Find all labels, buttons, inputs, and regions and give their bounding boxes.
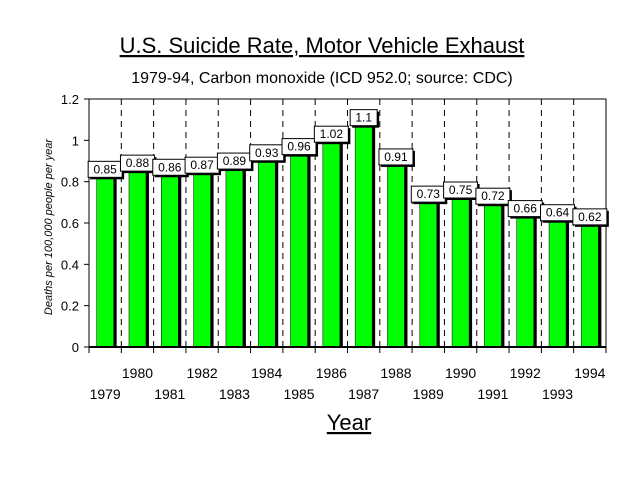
y-tick-labels: 0 0.2 0.4 0.6 0.8 1 1.2 <box>61 92 79 355</box>
x-tick-label: 1987 <box>348 386 379 402</box>
value-label-box <box>475 187 511 205</box>
value-label-box <box>572 208 608 226</box>
bar <box>225 162 244 348</box>
value-label: 0.62 <box>578 210 602 224</box>
chart-subtitle: 1979-94, Carbon monoxide (ICD 952.0; sou… <box>131 70 513 87</box>
x-tick-label: 1990 <box>445 365 476 381</box>
bar <box>322 135 341 348</box>
x-axis-label: Year <box>327 410 371 435</box>
x-tick-label: 1989 <box>413 386 444 402</box>
value-label: 0.64 <box>546 206 570 220</box>
bar <box>451 191 470 348</box>
value-label: 1.02 <box>320 127 344 141</box>
value-label-box <box>313 125 349 143</box>
y-tick-label: 0 <box>72 340 79 355</box>
value-label: 0.75 <box>449 183 473 197</box>
y-tick-label: 1 <box>72 133 79 148</box>
bar <box>548 214 567 348</box>
value-label: 0.73 <box>417 187 441 201</box>
bar <box>257 154 276 348</box>
y-tick-label: 0.2 <box>61 299 79 314</box>
value-labels: 0.85 0.88 0.86 0.87 0.89 0.93 0.96 1.02 1.1 0.91 0… <box>87 109 609 227</box>
value-label: 0.93 <box>255 146 279 160</box>
value-label: 1.1 <box>355 111 372 125</box>
bar <box>161 169 179 348</box>
value-label: 0.91 <box>384 150 408 164</box>
value-label: 0.86 <box>158 160 182 174</box>
bar <box>419 195 438 348</box>
value-label: 0.72 <box>481 189 505 203</box>
bars <box>96 116 602 348</box>
x-tick-label: 1991 <box>477 386 508 402</box>
x-tick-labels: 1979198019811982198319841985198619871988… <box>90 365 606 402</box>
y-tick-label: 0.4 <box>61 257 79 272</box>
bar <box>581 218 599 348</box>
x-tick-label: 1988 <box>380 365 411 381</box>
value-label-box <box>349 109 378 127</box>
y-tick-label: 1.2 <box>61 92 79 107</box>
value-label: 0.89 <box>223 154 247 168</box>
bar <box>193 166 211 348</box>
x-tick-label: 1984 <box>251 365 282 381</box>
x-tick-label: 1983 <box>219 386 250 402</box>
value-label: 0.88 <box>126 156 150 170</box>
grid-lines <box>120 99 575 347</box>
bar <box>387 158 405 348</box>
bar <box>128 164 147 348</box>
bar <box>96 171 114 348</box>
y-tick-label: 0.6 <box>61 216 79 231</box>
x-tick-label: 1981 <box>154 386 185 402</box>
value-label: 0.96 <box>287 140 311 154</box>
value-label-box <box>378 148 414 166</box>
value-label: 0.87 <box>190 158 214 172</box>
x-tick-label: 1986 <box>316 365 347 381</box>
x-tick-label: 1992 <box>510 365 541 381</box>
value-label-box <box>281 138 317 156</box>
bar <box>516 210 534 348</box>
bar <box>484 197 502 348</box>
value-label: 0.85 <box>93 162 117 176</box>
x-tick-label: 1994 <box>574 365 605 381</box>
x-tick-label: 1979 <box>90 386 121 402</box>
bar <box>354 119 373 348</box>
x-tick-label: 1982 <box>187 365 218 381</box>
bar <box>290 148 308 348</box>
y-tick-label: 0.8 <box>61 175 79 190</box>
chart-title: U.S. Suicide Rate, Motor Vehicle Exhaust <box>120 33 525 58</box>
value-label: 0.66 <box>514 202 538 216</box>
x-tick-label: 1980 <box>122 365 153 381</box>
y-axis-label: Deaths per 100,000 people per year <box>43 138 55 315</box>
x-tick-label: 1985 <box>283 386 314 402</box>
x-tick-label: 1993 <box>542 386 573 402</box>
